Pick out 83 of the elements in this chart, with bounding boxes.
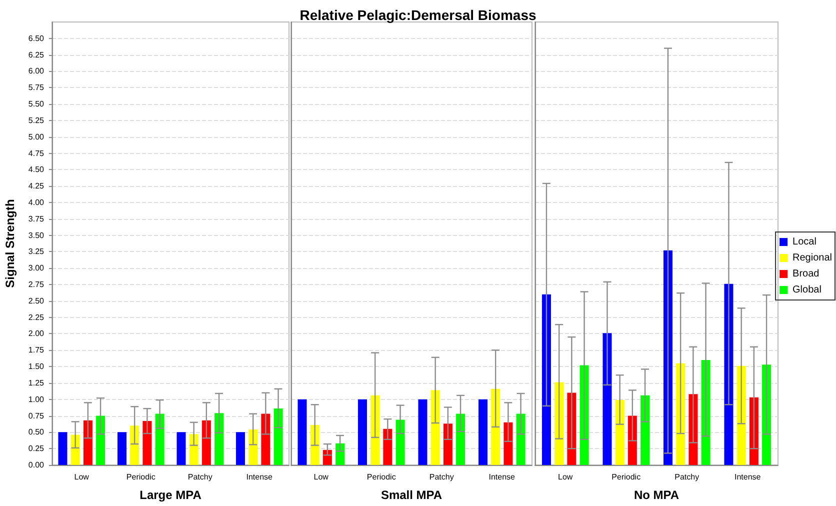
bar: [430, 390, 440, 465]
bar: [640, 395, 650, 465]
bar: [504, 422, 513, 465]
bar: [396, 420, 405, 465]
x-tick-label: Low: [74, 472, 90, 482]
bar: [142, 421, 152, 465]
y-axis-title: Signal Strength: [3, 199, 17, 288]
x-tick-label: Patchy: [429, 472, 454, 482]
bar: [370, 395, 380, 465]
y-tick-label: 0.00: [28, 460, 45, 470]
y-tick-label: 5.50: [28, 100, 45, 109]
bar: [236, 432, 245, 465]
bar: [358, 399, 367, 465]
y-tick-label: 3.00: [28, 264, 45, 273]
y-tick-label: 2.25: [28, 312, 45, 322]
y-tick-label: 1.25: [28, 378, 45, 388]
x-tick-label: Periodic: [366, 472, 396, 482]
y-tick-label: 6.00: [28, 66, 45, 76]
bar: [628, 416, 637, 465]
x-tick-label: Intense: [488, 472, 516, 482]
y-tick-label: 4.75: [28, 148, 45, 158]
bar: [248, 430, 258, 465]
bar: [383, 428, 392, 465]
bar: [456, 414, 466, 465]
bar: [155, 414, 164, 465]
y-tick-label: 2.50: [28, 296, 45, 306]
y-tick-label: 6.50: [28, 34, 45, 43]
bar: [298, 399, 307, 465]
y-tick-label: 3.50: [28, 230, 45, 240]
y-tick-label: 4.25: [28, 182, 45, 191]
legend-label: Global: [792, 284, 822, 296]
x-axis-title: Small MPA: [380, 488, 442, 502]
y-tick-label: 3.25: [28, 247, 45, 256]
y-tick-label: 2.75: [28, 280, 45, 290]
bar: [443, 424, 452, 465]
x-tick-label: Low: [558, 472, 573, 482]
bar: [676, 363, 686, 465]
bar: [70, 434, 80, 465]
bar: [130, 426, 140, 465]
chart-title: Relative Pelagic:Demersal Biomass: [300, 7, 536, 23]
bar: [418, 399, 428, 465]
bar: [96, 416, 106, 465]
y-tick-label: 4.00: [28, 198, 45, 207]
legend-label: Local: [792, 236, 816, 248]
y-tick-label: 6.25: [28, 50, 45, 60]
y-tick-label: 4.50: [28, 165, 45, 174]
bar: [214, 413, 224, 465]
bar: [478, 399, 488, 465]
y-tick-label: 2.00: [28, 329, 45, 338]
x-tick-label: Patchy: [674, 472, 700, 482]
y-tick-label: 0.75: [28, 411, 45, 420]
bar: [491, 388, 500, 465]
bar: [189, 434, 198, 465]
bar: [202, 420, 211, 465]
bar: [83, 420, 92, 465]
bar: [58, 432, 68, 465]
y-tick-label: 5.75: [28, 83, 45, 92]
x-tick-label: Low: [314, 472, 329, 482]
bar: [602, 333, 612, 465]
y-tick-label: 1.50: [28, 362, 45, 372]
x-tick-label: Patchy: [188, 472, 212, 482]
bar: [176, 432, 186, 465]
bar: [615, 400, 624, 465]
bar: [117, 432, 126, 465]
x-tick-label: Periodic: [126, 472, 156, 482]
legend-label: Regional: [792, 252, 832, 264]
x-axis-title: No MPA: [634, 488, 680, 502]
y-tick-label: 5.00: [28, 132, 45, 142]
y-tick-label: 5.25: [28, 116, 45, 125]
y-tick-label: 0.50: [28, 428, 45, 437]
bar: [542, 294, 551, 465]
legend-label: Broad: [792, 268, 820, 280]
x-tick-label: Intense: [734, 472, 762, 482]
y-tick-label: 3.75: [28, 214, 45, 224]
y-tick-label: 1.75: [28, 346, 45, 355]
bar: [274, 408, 283, 465]
y-tick-label: 0.25: [28, 444, 45, 454]
x-tick-label: Intense: [246, 472, 274, 482]
y-tick-label: 1.00: [28, 394, 45, 404]
x-axis-title: Large MPA: [140, 488, 202, 502]
bar: [762, 364, 772, 465]
x-tick-label: Periodic: [612, 472, 641, 482]
bar: [554, 382, 564, 465]
